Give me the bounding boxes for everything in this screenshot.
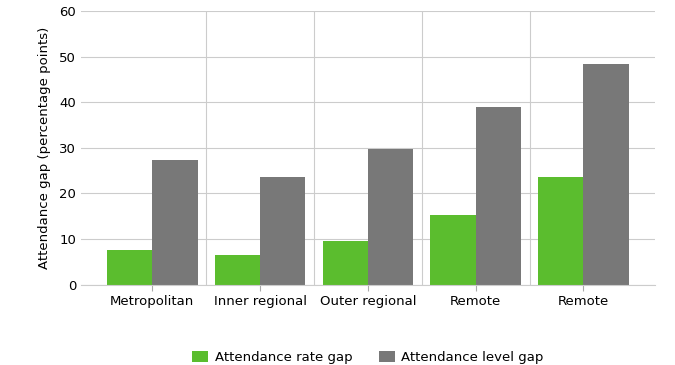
Bar	[538, 177, 583, 285]
Bar	[260, 177, 305, 285]
Bar	[368, 149, 413, 285]
Bar	[583, 64, 628, 285]
Bar	[107, 250, 153, 285]
Bar	[153, 160, 198, 285]
Bar	[215, 255, 260, 285]
Legend: Attendance rate gap, Attendance level gap: Attendance rate gap, Attendance level ga…	[187, 346, 549, 365]
Bar	[323, 241, 368, 285]
Y-axis label: Attendance gap (percentage points): Attendance gap (percentage points)	[38, 27, 51, 269]
Bar	[431, 215, 476, 285]
Bar	[476, 107, 521, 285]
